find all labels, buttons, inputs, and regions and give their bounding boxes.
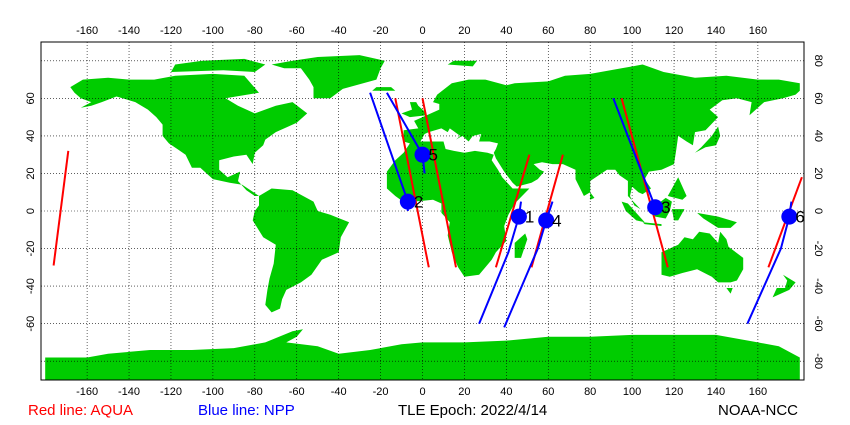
pass-number-label: 5 [429,146,438,165]
landmass-java [642,222,662,226]
landmass-sulawesi [671,209,685,221]
right-lat-tick-label: -40 [812,278,824,294]
bottom-lon-tick-label: -60 [289,386,305,398]
landmass-tasmania [726,288,733,294]
bottom-lon-tick-label: -140 [118,386,140,398]
pass-markers: 1 2 3 4 5 6 [399,146,805,230]
top-lon-tick-label: 140 [707,25,725,37]
landmass-japan [695,126,721,153]
landmass-svalbard [447,60,477,67]
bottom-lon-tick-label: -160 [76,386,98,398]
landmass-madagascar [514,233,528,258]
top-lon-tick-label: -80 [247,25,263,37]
right-lat-tick-label: -20 [812,241,824,257]
pass-number-label: 1 [525,208,534,227]
map-frame [40,41,805,381]
top-lon-tick-label: -160 [76,25,98,37]
bottom-lon-tick-label: -80 [247,386,263,398]
bottom-lon-tick-label: 80 [584,386,596,398]
right-lat-tick-label: 60 [812,92,824,104]
bottom-lon-tick-label: 60 [542,386,554,398]
top-lon-tick-label: 80 [584,25,596,37]
pass-number-label: 3 [661,198,670,217]
landmass-new-zealand [772,274,796,298]
aqua-track-line [530,154,564,268]
top-lon-tick-label: -40 [331,25,347,37]
left-lat-tick-label: 60 [25,92,37,104]
lat-lon-grid [41,42,804,380]
bottom-lon-tick-label: 140 [707,386,725,398]
bottom-lon-tick-label: 20 [458,386,470,398]
top-lon-tick-label: 20 [458,25,470,37]
top-lon-tick-label: -100 [202,25,224,37]
pass-number-label: 6 [795,208,804,227]
npp-track-line [503,201,554,328]
aqua-track-line [421,98,457,268]
pass-number-label: 4 [552,211,561,230]
left-lat-tick-label: 40 [25,130,37,142]
landmass-new-guinea [697,212,737,228]
bottom-lon-tick-label: -120 [160,386,182,398]
bottom-lon-tick-label: 120 [665,386,683,398]
aqua-track-line [494,154,531,268]
left-lat-tick-label: 0 [25,208,37,214]
top-lon-tick-label: 100 [623,25,641,37]
aqua-track-line [620,98,669,268]
top-lon-tick-label: 160 [749,25,767,37]
landmass-north-america [70,73,308,196]
bottom-lon-tick-label: 40 [500,386,512,398]
top-lon-tick-label: -60 [289,25,305,37]
bottom-lon-tick-label: -20 [373,386,389,398]
left-lat-tick-label: -60 [25,316,37,332]
pass-marker-dot [399,193,416,210]
landmass-iceland [372,87,396,91]
landmass-south-america [252,188,350,313]
bottom-lon-tick-label: 160 [749,386,767,398]
aqua-track-line [394,98,430,268]
top-lon-tick-label: 40 [500,25,512,37]
pass-marker-dot [414,146,431,163]
left-lat-tick-label: -40 [25,278,37,294]
top-lon-tick-label: 0 [419,25,425,37]
landmass-uk-ireland [401,102,427,118]
pass-number-label: 2 [414,193,423,212]
tle-epoch-label: TLE Epoch: 2022/4/14 [398,402,548,419]
aqua-track-line [52,150,70,266]
credit-label: NOAA-NCC [718,402,799,419]
bottom-lon-tick-label: 0 [419,386,425,398]
right-lat-tick-label: 80 [812,55,824,67]
right-lat-tick-label: -60 [812,316,824,332]
continents-land [45,55,800,380]
right-lat-tick-label: 20 [812,167,824,179]
left-lat-tick-label: -20 [25,241,37,257]
top-lon-tick-label: -140 [118,25,140,37]
bottom-lon-tick-label: -40 [331,386,347,398]
left-lat-tick-label: 20 [25,167,37,179]
landmass-sumatra [621,201,645,223]
npp-legend-label: Blue line: NPP [198,402,295,419]
right-lat-tick-label: -80 [812,353,824,369]
axis-tick-labels: -160 -160 -140 -140 -120 -120 -100 -100 -80 -80 -6… [25,25,824,398]
right-lat-tick-label: 0 [812,208,824,214]
aqua-legend-label: Red line: AQUA [28,402,134,419]
pass-marker-dot [647,199,664,216]
bottom-lon-tick-label: -100 [202,386,224,398]
pass-marker-dot [781,208,798,225]
pass-marker-dot [538,212,555,229]
top-lon-tick-label: 120 [665,25,683,37]
top-lon-tick-label: 60 [542,25,554,37]
landmass-philippines [667,177,687,200]
landmass-greenland [271,55,385,99]
pass-marker-dot [510,208,527,225]
landmass-sri-lanka [590,192,595,200]
right-lat-tick-label: 40 [812,130,824,142]
landmass-arctic-islands [171,58,266,72]
top-lon-tick-label: -20 [373,25,389,37]
landmass-afro-eurasia [386,64,800,277]
bottom-lon-tick-label: 100 [623,386,641,398]
landmass-australia [661,231,744,283]
top-lon-tick-label: -120 [160,25,182,37]
